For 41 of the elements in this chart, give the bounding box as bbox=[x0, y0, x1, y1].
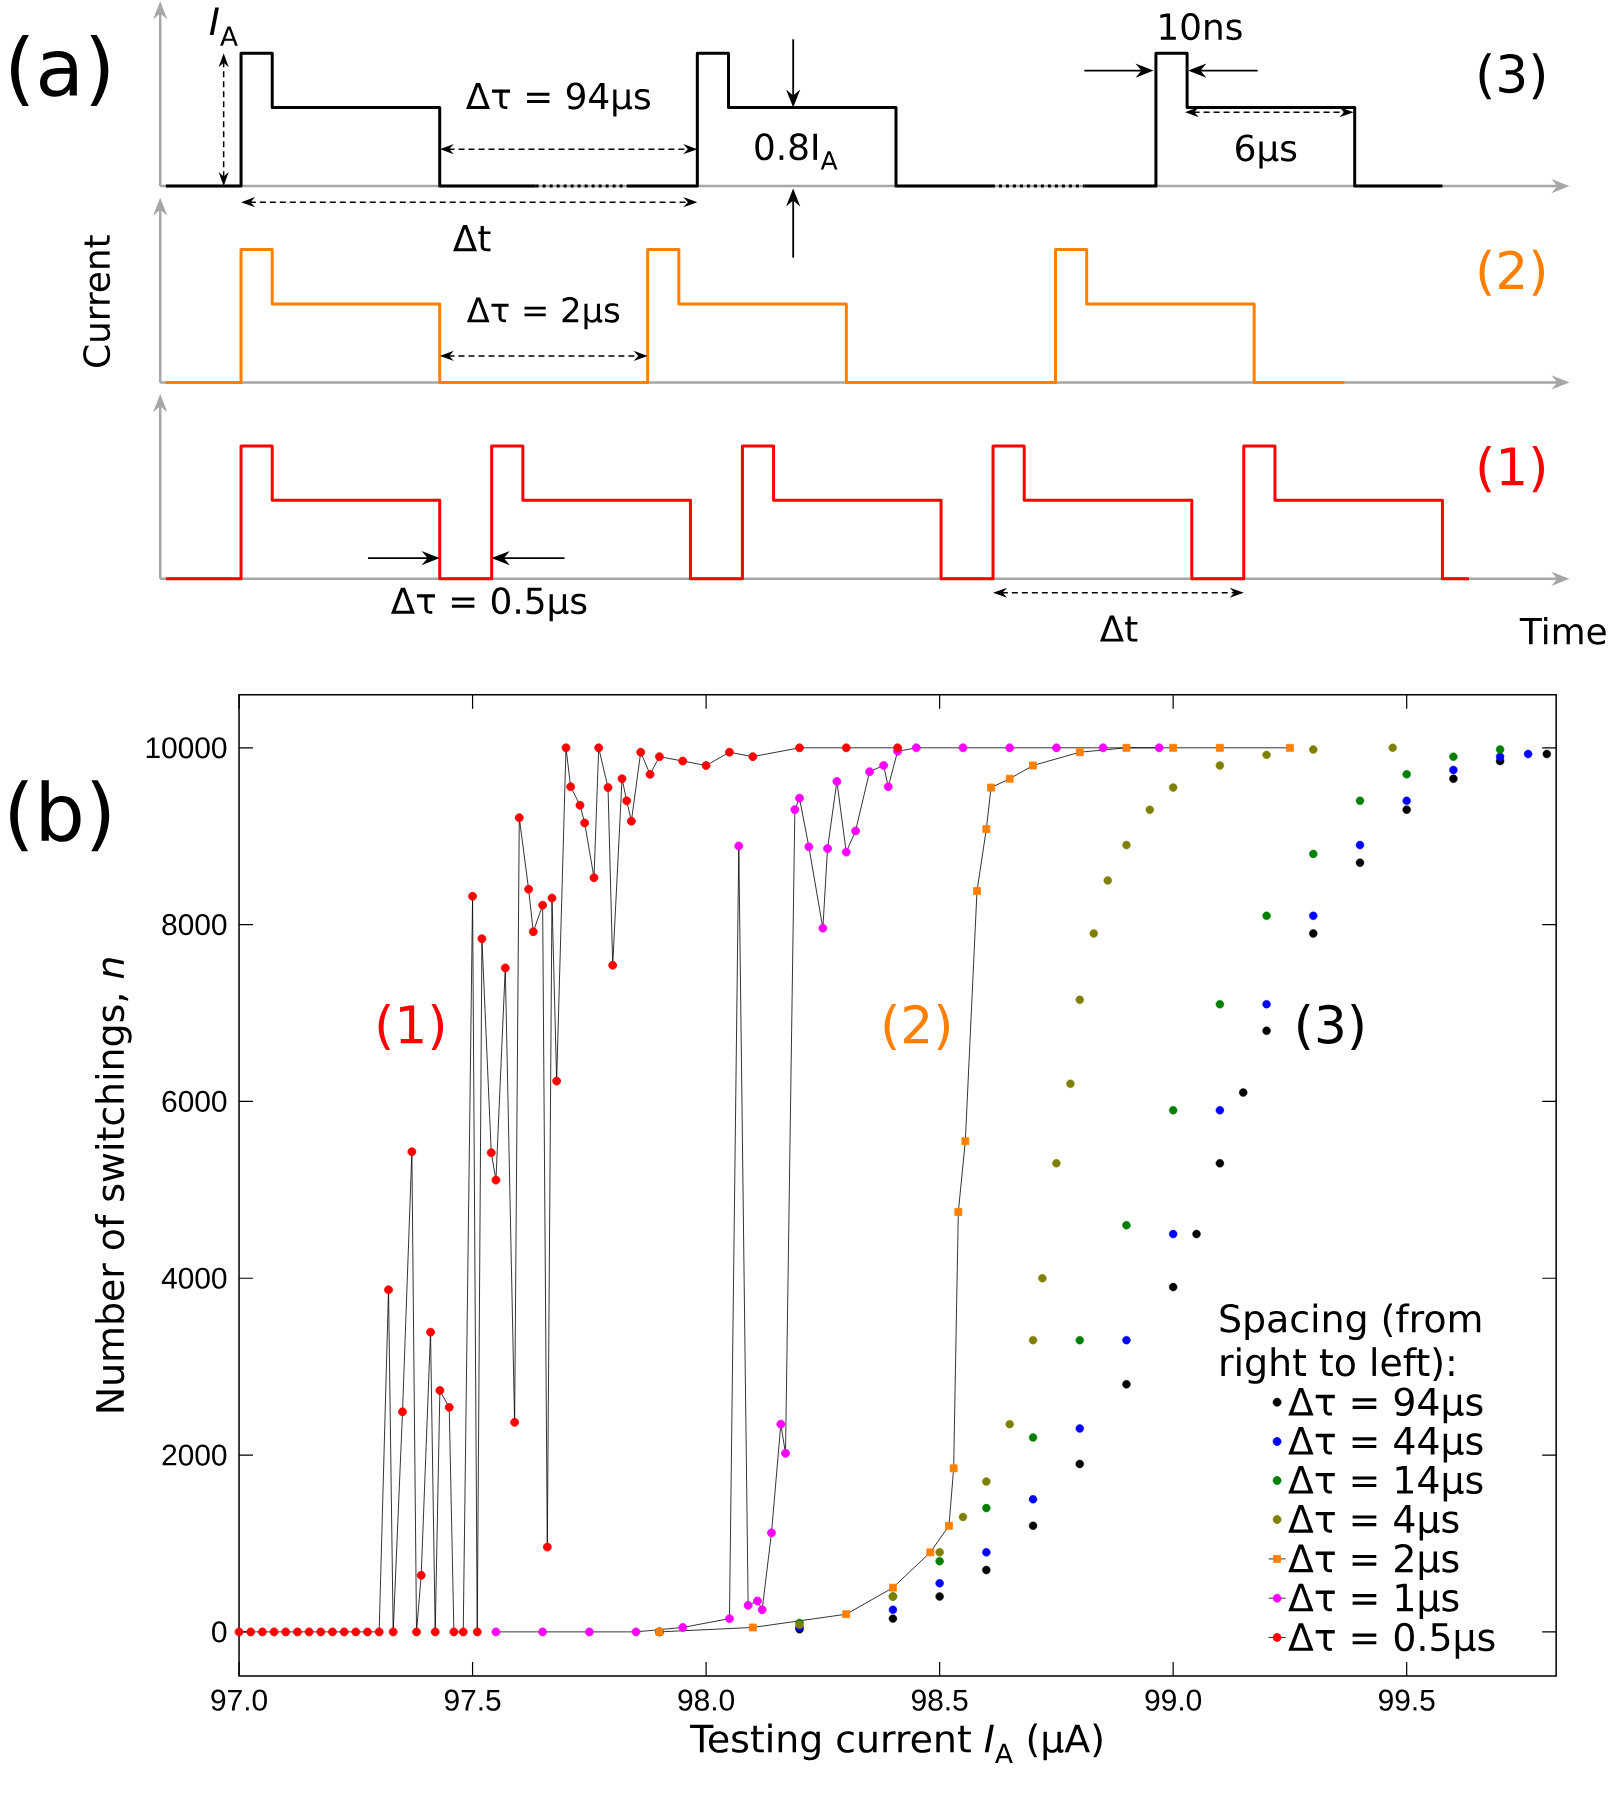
text: Δt bbox=[453, 225, 491, 252]
y-tick-label: 4000 bbox=[161, 1267, 227, 1289]
text: 0.8I$_{A}$ bbox=[755, 133, 838, 170]
text: (b) bbox=[10, 780, 110, 852]
x-tick-label: 98.5 bbox=[911, 1689, 968, 1711]
y-tick-label: 8000 bbox=[162, 914, 227, 936]
y-tick-label: 2000 bbox=[162, 1444, 227, 1466]
text: Δτ = 2μs bbox=[466, 297, 620, 330]
text: (a) bbox=[10, 35, 109, 107]
x-tick-label: 99.0 bbox=[1145, 1689, 1202, 1711]
text: (2) bbox=[1479, 249, 1544, 296]
y-axis-title: Number of switchings, n bbox=[94, 958, 132, 1412]
annotation: (1) bbox=[378, 1003, 443, 1051]
text: I$_{A}$ bbox=[209, 7, 238, 46]
annotation: (3) bbox=[1298, 1003, 1363, 1051]
text: Time bbox=[1519, 616, 1606, 645]
x-tick-label: 98.0 bbox=[678, 1689, 734, 1711]
text: (3) bbox=[1479, 53, 1544, 100]
y-tick-label: 10000 bbox=[146, 737, 227, 759]
x-tick-label: 99.5 bbox=[1378, 1689, 1435, 1711]
text: Δt bbox=[1099, 615, 1138, 642]
legend-label: Δτ = 2μs bbox=[1288, 1544, 1459, 1581]
x-tick-label: 97.0 bbox=[211, 1689, 267, 1711]
x-tick-label: 97.5 bbox=[444, 1689, 501, 1711]
annotation: (2) bbox=[884, 1003, 949, 1051]
text: (1) bbox=[1479, 446, 1544, 493]
legend-title: Spacing (from right to left): bbox=[1220, 1303, 1481, 1384]
y-tick-label: 0 bbox=[212, 1621, 227, 1643]
legend-label: Δτ = 94μs bbox=[1288, 1387, 1483, 1424]
text: 6μs bbox=[1236, 134, 1297, 169]
legend-label: Δτ = 14μs bbox=[1288, 1466, 1483, 1502]
text: Δτ = 94μs bbox=[465, 82, 650, 117]
y-tick-label: 6000 bbox=[162, 1090, 227, 1113]
legend-label: Δτ = 44μs bbox=[1288, 1426, 1483, 1463]
text: Δτ = 0.5μs bbox=[390, 587, 587, 622]
legend-label: Δτ = 1μs bbox=[1288, 1583, 1459, 1620]
x-axis-title: Testing current I$_{A}$ (μA) bbox=[690, 1723, 1102, 1764]
text: 10ns bbox=[1160, 13, 1242, 41]
legend-label: Δτ = 0.5μs bbox=[1288, 1622, 1495, 1659]
text: Current bbox=[83, 235, 111, 367]
legend-label: Δτ = 4μs bbox=[1288, 1505, 1459, 1541]
